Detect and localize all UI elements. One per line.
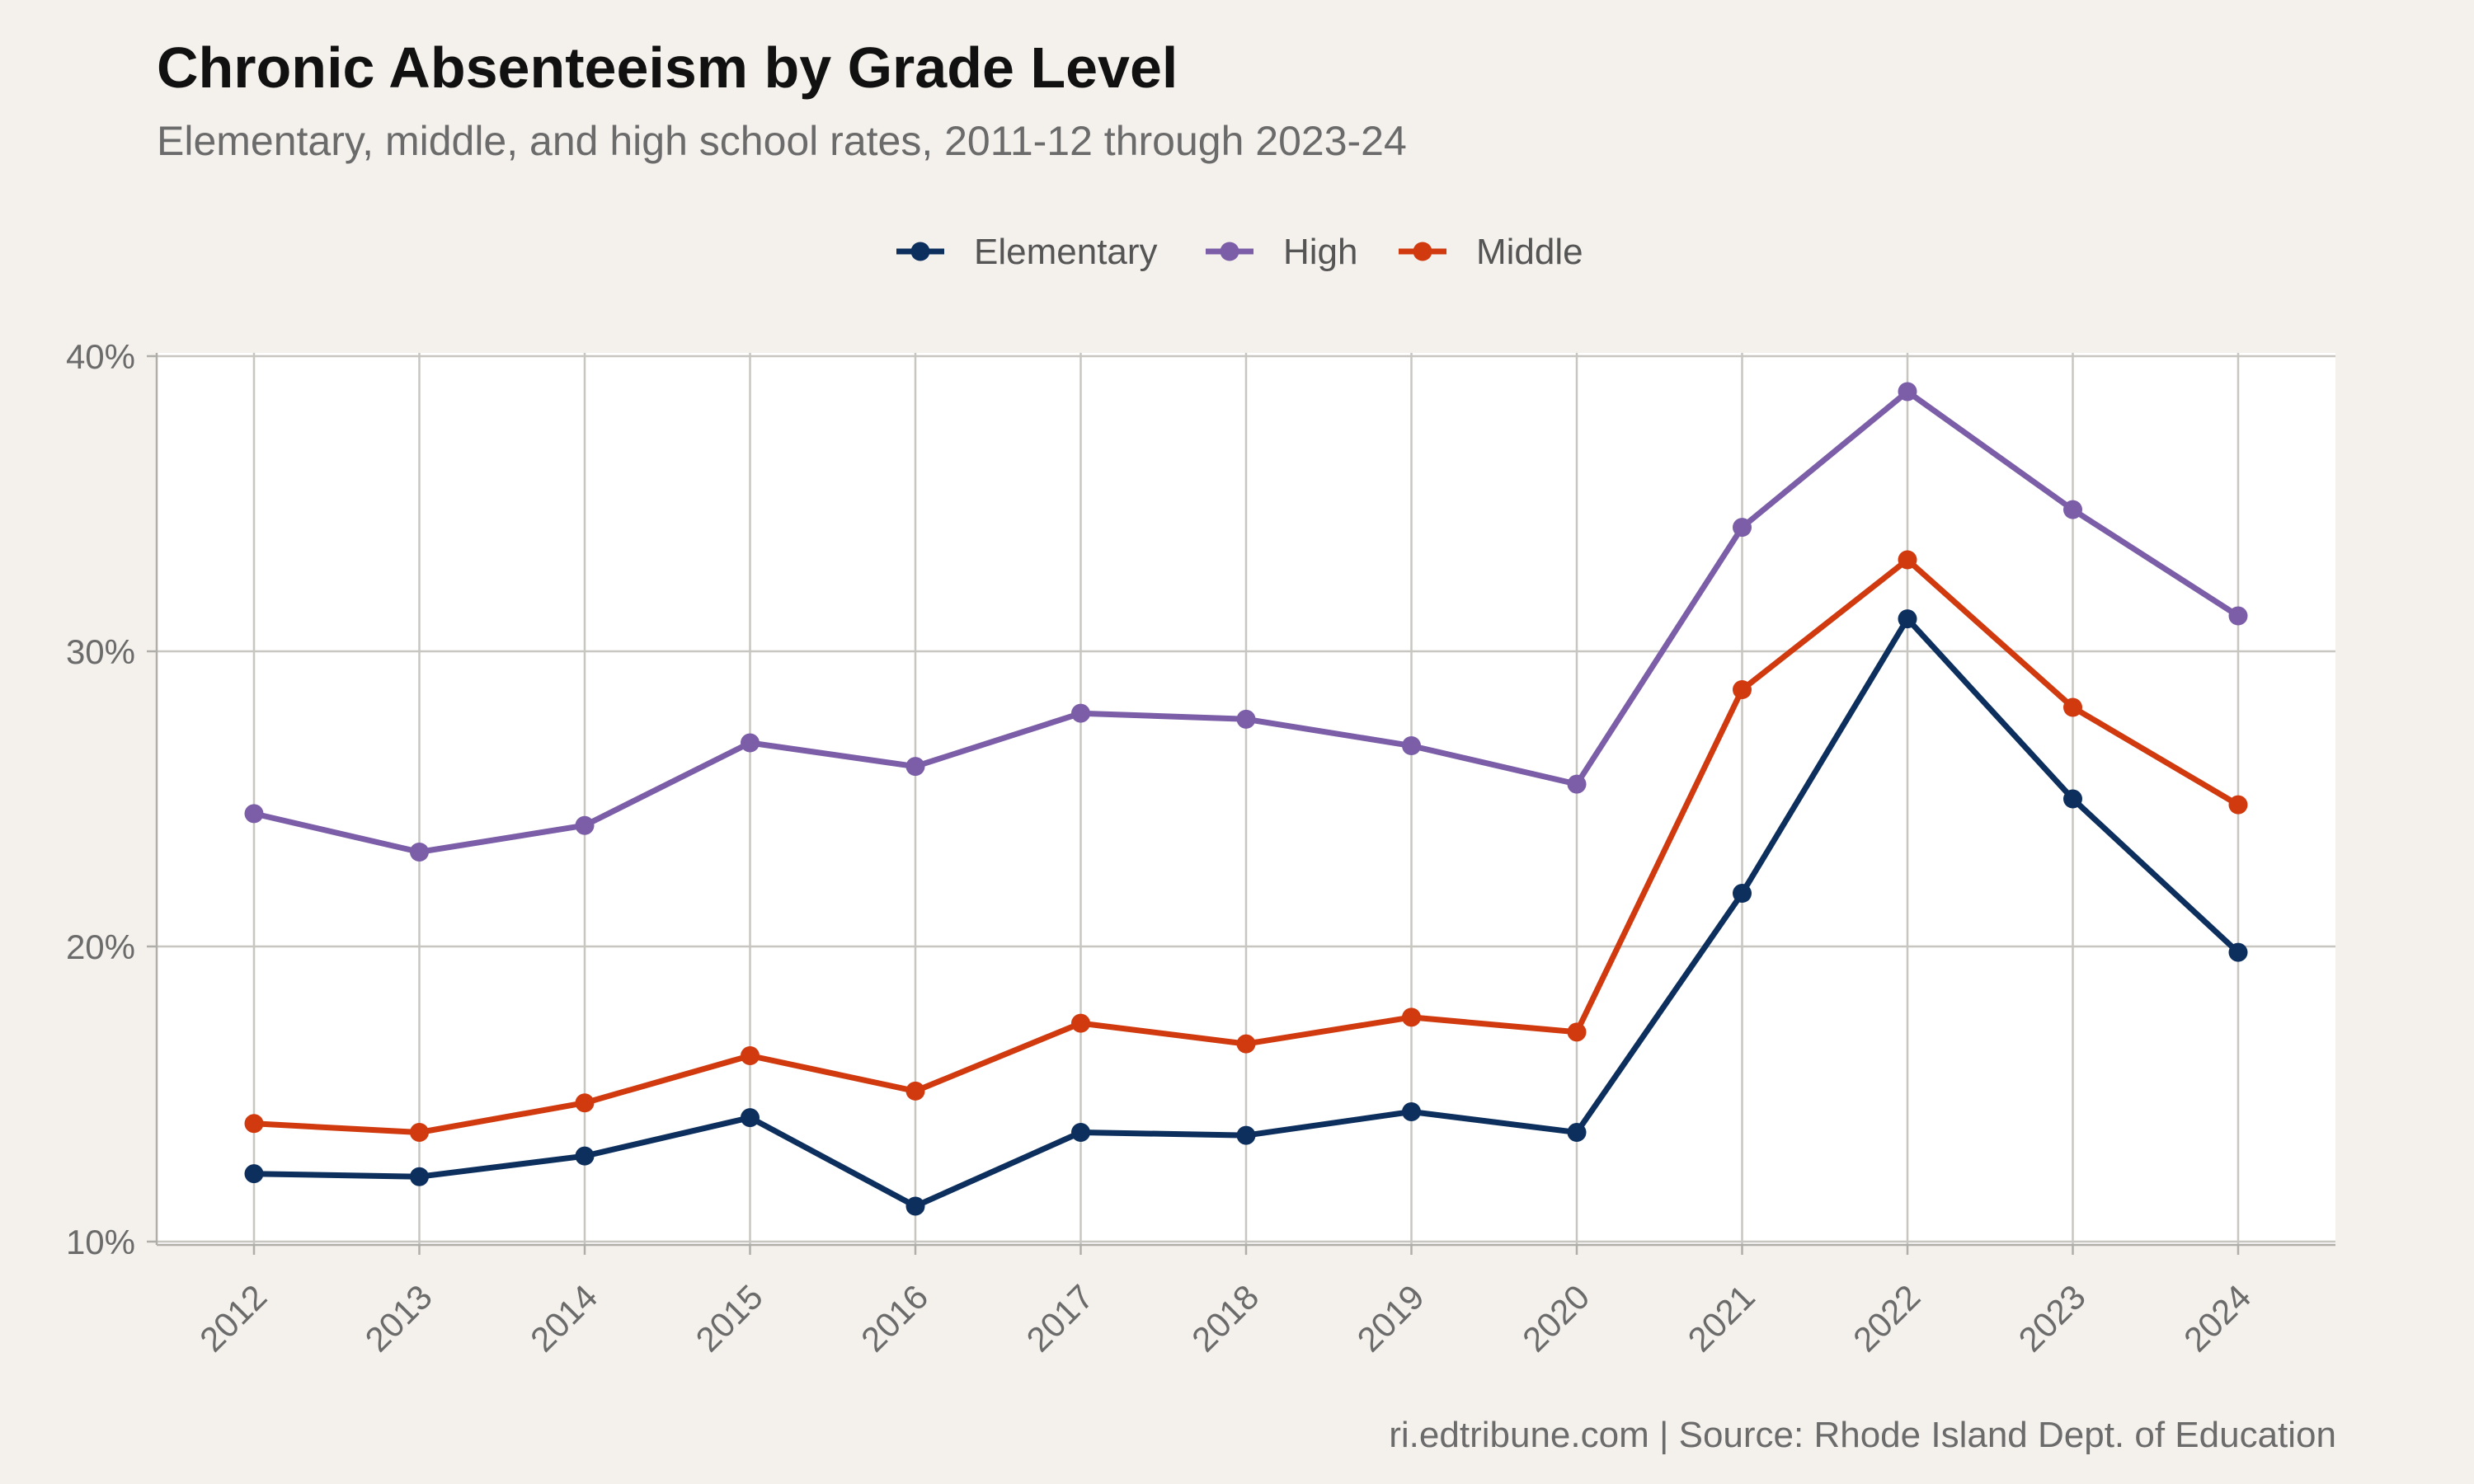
data-point-high: [1071, 703, 1090, 723]
data-point-high: [741, 733, 760, 753]
data-point-elementary: [575, 1146, 595, 1166]
data-point-high: [1402, 736, 1421, 756]
data-point-middle: [741, 1045, 760, 1065]
data-point-middle: [1733, 680, 1752, 700]
data-point-elementary: [1898, 609, 1917, 629]
data-point-high: [2063, 500, 2082, 519]
legend-key-point: [1220, 242, 1239, 261]
x-tick-label: 2013: [358, 1277, 440, 1359]
data-point-middle: [1567, 1022, 1587, 1042]
x-tick-label: 2022: [1846, 1277, 1927, 1359]
data-point-high: [410, 842, 429, 862]
data-point-elementary: [1236, 1125, 1256, 1145]
x-tick-label: 2020: [1515, 1277, 1597, 1359]
y-tick-label: 20%: [66, 928, 135, 966]
x-tick-label: 2012: [192, 1277, 274, 1359]
data-point-middle: [1071, 1013, 1090, 1033]
data-point-middle: [1402, 1007, 1421, 1027]
x-tick-label: 2014: [523, 1277, 604, 1359]
y-tick-label: 30%: [66, 632, 135, 671]
x-tick-label: 2023: [2011, 1277, 2093, 1359]
legend-label: High: [1283, 232, 1358, 272]
data-point-high: [1898, 382, 1917, 402]
axes: [147, 353, 2335, 1255]
data-point-middle: [1236, 1034, 1256, 1054]
chart-title: Chronic Absenteeism by Grade Level: [157, 35, 1178, 100]
data-point-high: [575, 815, 595, 835]
legend-item-high: High: [1206, 232, 1358, 272]
data-point-elementary: [1567, 1123, 1587, 1143]
x-tick-label: 2015: [689, 1277, 770, 1359]
legend-key-point: [1413, 242, 1432, 261]
data-point-elementary: [905, 1196, 925, 1216]
data-point-elementary: [2228, 942, 2248, 962]
data-point-high: [1567, 774, 1587, 794]
legend-label: Middle: [1476, 232, 1583, 272]
x-tick-label: 2021: [1681, 1277, 1762, 1359]
x-tick-label: 2019: [1350, 1277, 1432, 1359]
data-point-elementary: [244, 1164, 264, 1184]
data-point-middle: [2228, 795, 2248, 815]
x-tick-label: 2024: [2176, 1277, 2258, 1359]
data-point-high: [244, 804, 264, 824]
y-tick-label: 10%: [66, 1223, 135, 1261]
data-point-middle: [2063, 697, 2082, 717]
legend-item-middle: Middle: [1399, 232, 1583, 272]
legend: Elementary High Middle: [896, 232, 1583, 272]
data-point-middle: [905, 1081, 925, 1101]
x-axis-tick-labels: 2012 2013 2014 2015 2016 2017 2018 2019 2020 2021…: [192, 1277, 2258, 1359]
y-tick-label: 40%: [66, 337, 135, 376]
data-point-elementary: [741, 1108, 760, 1128]
data-point-elementary: [410, 1167, 429, 1186]
legend-key-point: [910, 242, 930, 261]
data-point-elementary: [1733, 884, 1752, 904]
data-point-elementary: [2063, 789, 2082, 809]
legend-item-elementary: Elementary: [896, 232, 1158, 272]
x-tick-label: 2016: [854, 1277, 935, 1359]
data-point-elementary: [1071, 1123, 1090, 1143]
chart-subtitle: Elementary, middle, and high school rate…: [157, 118, 1407, 164]
legend-label: Elementary: [974, 232, 1158, 272]
y-axis-tick-labels: 10% 20% 30% 40%: [66, 337, 135, 1261]
data-point-elementary: [1402, 1101, 1421, 1121]
data-point-high: [2228, 606, 2248, 626]
data-point-middle: [1898, 550, 1917, 570]
x-tick-label: 2018: [1184, 1277, 1266, 1359]
data-point-middle: [410, 1123, 429, 1143]
source-caption: ri.edtribune.com | Source: Rhode Island …: [1389, 1415, 2336, 1455]
data-point-high: [1236, 709, 1256, 729]
data-point-middle: [244, 1114, 264, 1134]
series-points: [244, 382, 2248, 1216]
data-point-middle: [575, 1093, 595, 1113]
gridlines: [157, 353, 2335, 1245]
data-point-high: [905, 757, 925, 777]
x-tick-label: 2017: [1019, 1277, 1101, 1359]
data-point-high: [1733, 518, 1752, 538]
